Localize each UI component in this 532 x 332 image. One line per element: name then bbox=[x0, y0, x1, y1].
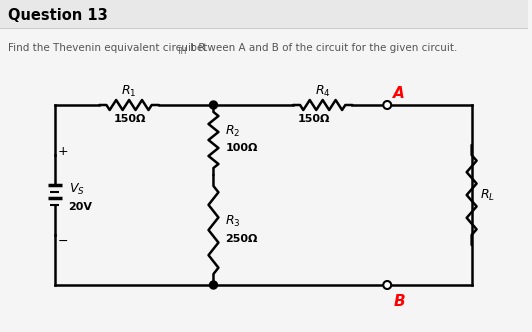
Text: 150Ω: 150Ω bbox=[114, 114, 146, 124]
Text: between A and B of the circuit for the given circuit.: between A and B of the circuit for the g… bbox=[187, 43, 457, 53]
Text: 20V: 20V bbox=[69, 202, 93, 212]
Circle shape bbox=[210, 281, 218, 289]
Text: TH: TH bbox=[177, 46, 187, 55]
Text: $R_2$: $R_2$ bbox=[226, 124, 240, 138]
Circle shape bbox=[383, 281, 391, 289]
Circle shape bbox=[210, 101, 218, 109]
Text: 250Ω: 250Ω bbox=[226, 234, 258, 244]
Text: $R_4$: $R_4$ bbox=[315, 83, 330, 99]
Text: Find the Thevenin equivalent circuit R: Find the Thevenin equivalent circuit R bbox=[8, 43, 205, 53]
Text: +: + bbox=[57, 144, 68, 157]
Text: A: A bbox=[393, 86, 405, 101]
Circle shape bbox=[383, 101, 391, 109]
Text: 150Ω: 150Ω bbox=[298, 114, 330, 124]
FancyBboxPatch shape bbox=[0, 0, 528, 28]
Text: B: B bbox=[393, 293, 405, 308]
Text: Question 13: Question 13 bbox=[8, 8, 107, 23]
Text: $R_1$: $R_1$ bbox=[121, 83, 137, 99]
Text: $R_L$: $R_L$ bbox=[479, 188, 495, 203]
Text: −: − bbox=[57, 234, 68, 247]
Text: $R_3$: $R_3$ bbox=[226, 213, 241, 228]
Text: 100Ω: 100Ω bbox=[226, 143, 258, 153]
Text: $V_S$: $V_S$ bbox=[69, 182, 85, 197]
